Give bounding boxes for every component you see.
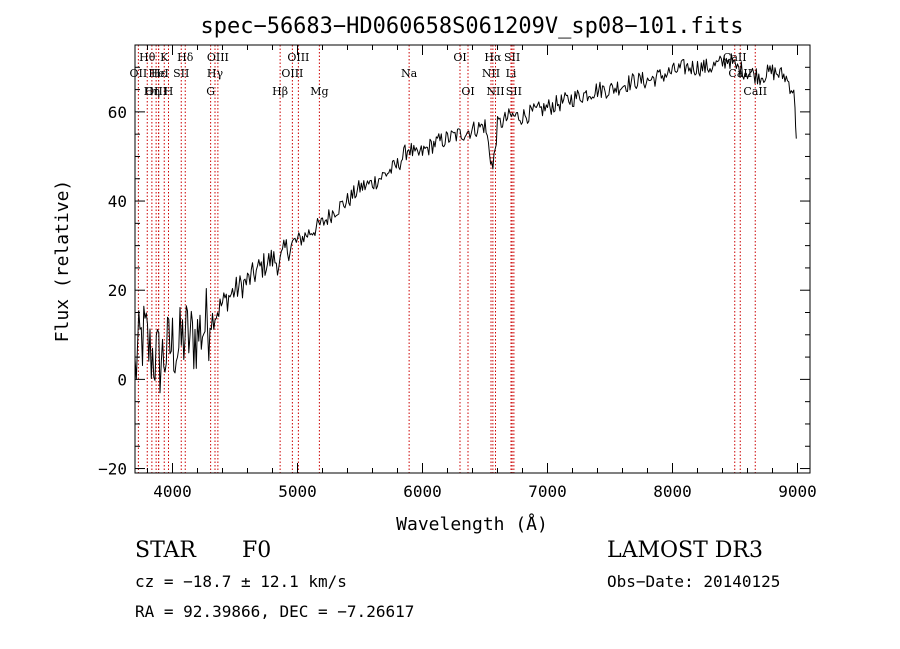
x-tick-label-5: 9000 <box>778 482 817 501</box>
line-label-23: SII <box>504 51 520 64</box>
y-tick-label-0: −20 <box>98 460 127 479</box>
series-line-flux <box>134 53 797 394</box>
redshift-label: cz = −18.7 ± 12.1 km/s <box>135 572 347 591</box>
line-label-16: Mg <box>310 85 328 98</box>
coordinates-label: RA = 92.39866, DEC = −7.26617 <box>135 602 415 621</box>
line-label-27: CaII <box>728 67 752 80</box>
obs-date-label: Obs−Date: 20140125 <box>607 572 781 591</box>
x-axis-label: Wavelength (Å) <box>396 513 548 535</box>
line-label-22: NII <box>486 85 504 98</box>
line-label-15: OIII <box>287 51 309 64</box>
y-tick-label-1: 0 <box>117 370 127 389</box>
line-label-17: Na <box>401 67 418 80</box>
line-label-13: Hβ <box>272 85 288 98</box>
plot-frame <box>134 44 811 474</box>
line-marker-group <box>137 45 756 473</box>
chart-title: spec−56683−HD060658S061209V_sp08−101.fit… <box>200 14 743 39</box>
y-tick-label-2: 20 <box>108 281 127 300</box>
line-label-26: CaII <box>723 51 747 64</box>
line-label-14: OIII <box>281 67 303 80</box>
survey-label: LAMOST DR3 <box>607 538 763 563</box>
line-label-21: NII <box>482 67 500 80</box>
line-label-24: Li <box>506 67 517 80</box>
line-label-2: OIII <box>145 85 167 98</box>
line-label-20: Hα <box>484 51 502 64</box>
line-label-6: HeI <box>148 67 168 80</box>
x-tick-label-3: 7000 <box>528 482 567 501</box>
line-label-10: OIII <box>207 51 229 64</box>
line-label-11: Hγ <box>207 67 224 80</box>
line-label-5: Hη <box>144 85 160 98</box>
line-label-12: G <box>206 85 215 98</box>
object-class-label: STAR <box>135 538 196 563</box>
line-label-8: Hδ <box>177 51 194 64</box>
series-group <box>134 53 797 394</box>
line-label-9: SII <box>173 67 189 80</box>
line-label-19: OI <box>461 85 474 98</box>
line-label-1: OII <box>130 67 148 80</box>
y-tick-label-3: 40 <box>108 192 127 211</box>
x-tick-label-0: 4000 <box>153 482 192 501</box>
line-label-7: H <box>164 85 174 98</box>
x-tick-label-2: 6000 <box>403 482 442 501</box>
line-label-25: SII <box>506 85 522 98</box>
x-tick-label-1: 5000 <box>278 482 317 501</box>
y-tick-label-4: 60 <box>108 103 127 122</box>
line-label-18: OI <box>453 51 466 64</box>
x-tick-label-4: 8000 <box>653 482 692 501</box>
y-axis-label: Flux (relative) <box>52 180 73 343</box>
line-label-3: K <box>160 51 169 64</box>
tick-group: 4000 5000 6000 7000 8000 9000 −20 0 20 40 60 <box>98 45 817 501</box>
spectrum-chart: Hθ OII OIII K Hε Hη HeI H Hδ SII OIII Hγ G Hβ OIII OIII… <box>52 14 817 535</box>
line-label-4: Hε <box>151 67 167 80</box>
line-label-0: Hθ <box>139 51 156 64</box>
object-subclass-label: F0 <box>242 538 272 563</box>
line-label-28: CaII <box>743 85 767 98</box>
annotation-group: Hθ OII OIII K Hε Hη HeI H Hδ SII OIII Hγ G Hβ OIII OIII… <box>130 51 768 98</box>
